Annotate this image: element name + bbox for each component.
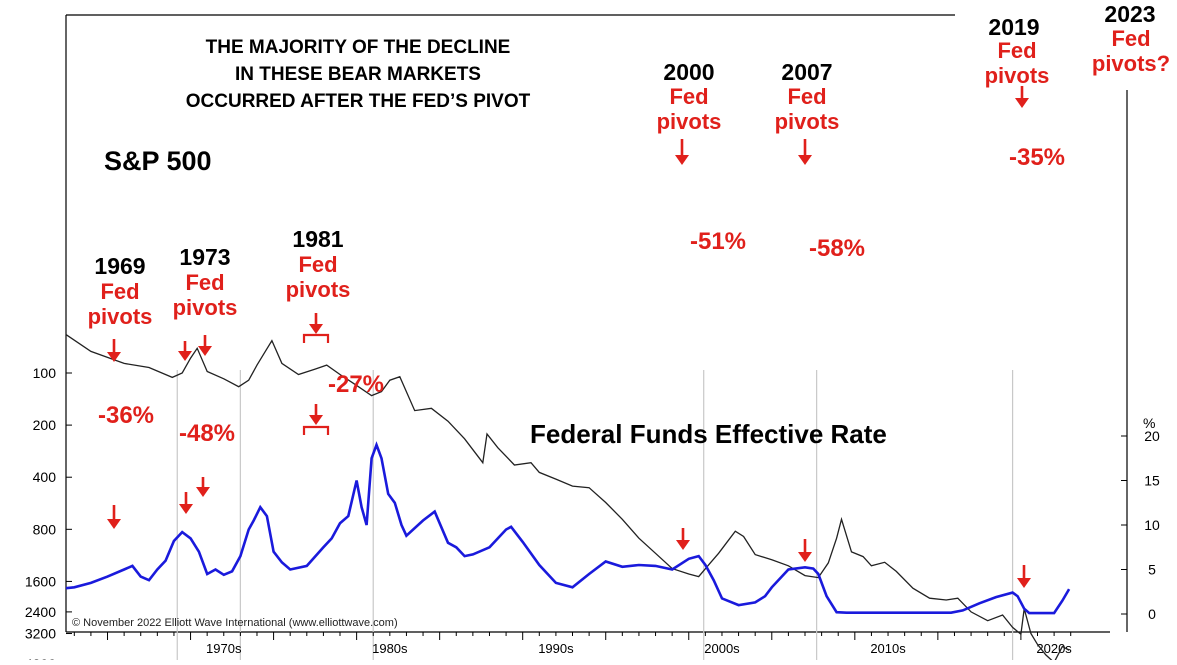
arrow-ffr-1981-head [309, 415, 323, 425]
ffr-ytick-label-20: 20 [1144, 428, 1160, 444]
pivot-2019-decline: -35% [1009, 144, 1065, 171]
headline-line-2: IN THESE BEAR MARKETS [235, 64, 481, 85]
xtick-label-1990s: 1990s [538, 641, 574, 656]
sp500-ytick-label-100: 100 [33, 365, 57, 381]
pivot-1981-decline: -27% [328, 371, 384, 398]
arrow-ffr-1969-head [107, 519, 121, 529]
x-axis: 1970s 1980s 1990s 2000s 2010s 2020s [73, 632, 1072, 656]
arrow-ffr-2007-head [798, 552, 812, 562]
pivot-2007-year: 2007 [781, 59, 832, 85]
sp500-y-axis: 100 200 400 800 1600 2400 3200 4800 [25, 365, 72, 665]
arrow-ffr-2000-head [676, 540, 690, 550]
sp500-title: S&P 500 [104, 146, 212, 176]
xtick-label-2000s: 2000s [704, 641, 740, 656]
headline-line-1: THE MAJORITY OF THE DECLINE [206, 37, 511, 58]
arrow-sp-1981-head [309, 324, 323, 334]
bracket-ffr-1981 [302, 425, 330, 435]
ffr-ytick-label-10: 10 [1144, 517, 1160, 533]
pivot-2019-year: 2019 [988, 14, 1039, 40]
sp500-ytick-label-400: 400 [33, 469, 57, 485]
ffr-series-line [65, 441, 1071, 615]
sp500-series-line [65, 334, 1070, 664]
pivot-1969-label: Fed pivots [88, 279, 153, 329]
arrow-ffr-1973b-head [196, 487, 210, 497]
credit-text: © November 2022 Elliott Wave Internation… [72, 617, 398, 629]
pivot-1973-label-text-line-2: pivots [173, 295, 238, 320]
arrow-sp-1973b-head [198, 346, 212, 356]
pivot-1973-label: Fed pivots [173, 270, 238, 320]
pivot-1969-label-text-line-2: pivots [88, 304, 153, 329]
pivot-1973-label-text: Fed [185, 270, 224, 295]
xtick-label-2020s: 2020s [1036, 641, 1072, 656]
bracket-sp-1981 [302, 333, 330, 343]
pivot-1981-label-text-line-2: pivots [286, 277, 351, 302]
arrow-sp-2000-head [675, 155, 689, 165]
pivot-1973-year: 1973 [179, 244, 230, 270]
forecast-2023-label: Fed pivots? [1092, 26, 1170, 76]
sp500-ytick-label-1600: 1600 [25, 573, 56, 589]
sp500-ytick-label-800: 800 [33, 521, 57, 537]
forecast-2023-year: 2023 [1104, 1, 1155, 27]
pivot-1973-decline: -48% [179, 420, 235, 447]
forecast-2023-label-text-line-2: pivots? [1092, 51, 1170, 76]
arrow-sp-2007-head [798, 155, 812, 165]
ffr-title: Federal Funds Effective Rate [530, 419, 887, 449]
pivot-2000-decline: -51% [690, 228, 746, 255]
sp500-ytick-label-3200: 3200 [25, 626, 56, 642]
ffr-y-axis: 0 5 10 15 20 [1121, 428, 1160, 622]
xtick-label-1970s: 1970s [206, 641, 242, 656]
pivot-2000-label-text: Fed [669, 84, 708, 109]
ffr-ytick-label-15: 15 [1144, 473, 1160, 489]
pivot-1969-year: 1969 [94, 253, 145, 279]
arrow-sp-2019-head [1015, 98, 1029, 108]
arrow-sp-1969-head [107, 352, 121, 362]
pivot-1969-label-text: Fed [100, 279, 139, 304]
xtick-label-2010s: 2010s [870, 641, 906, 656]
pivot-2007-label-text: Fed [787, 84, 826, 109]
pivot-2007-decline: -58% [809, 235, 865, 262]
headline-line-3: OCCURRED AFTER THE FED’S PIVOT [186, 91, 531, 112]
pivot-2007-label-text-line-2: pivots [775, 109, 840, 134]
ffr-unit-label: % [1143, 415, 1155, 431]
ffr-ytick-label-5: 5 [1148, 562, 1156, 578]
pivot-guide-lines [176, 370, 1014, 660]
pivot-2000-label: Fed pivots [657, 84, 722, 134]
sp500-ytick-label-200: 200 [33, 417, 57, 433]
arrow-ffr-1973a-head [179, 504, 193, 514]
pivot-2019-label-text: Fed [997, 38, 1036, 63]
arrow-ffr-2019-head [1017, 578, 1031, 588]
pivot-2000-label-text-line-2: pivots [657, 109, 722, 134]
pivot-1969-decline: -36% [98, 402, 154, 429]
sp500-ytick-label-4800: 4800 [25, 656, 56, 660]
pivot-1981-label: Fed pivots [286, 252, 351, 302]
pivot-1981-label-text: Fed [298, 252, 337, 277]
sp500-ytick-label-2400: 2400 [25, 604, 56, 620]
pivot-1981-year: 1981 [292, 226, 343, 252]
pivot-2007-label: Fed pivots [775, 84, 840, 134]
pivot-2019-label: Fed pivots [985, 38, 1050, 88]
pivot-arrows [107, 86, 1031, 588]
forecast-2023-label-text: Fed [1111, 26, 1150, 51]
xtick-label-1980s: 1980s [372, 641, 408, 656]
arrow-sp-1973a-head [178, 351, 192, 361]
pivot-2019-label-text-line-2: pivots [985, 63, 1050, 88]
ffr-ytick-label-0: 0 [1148, 606, 1156, 622]
pivot-2000-year: 2000 [663, 59, 714, 85]
